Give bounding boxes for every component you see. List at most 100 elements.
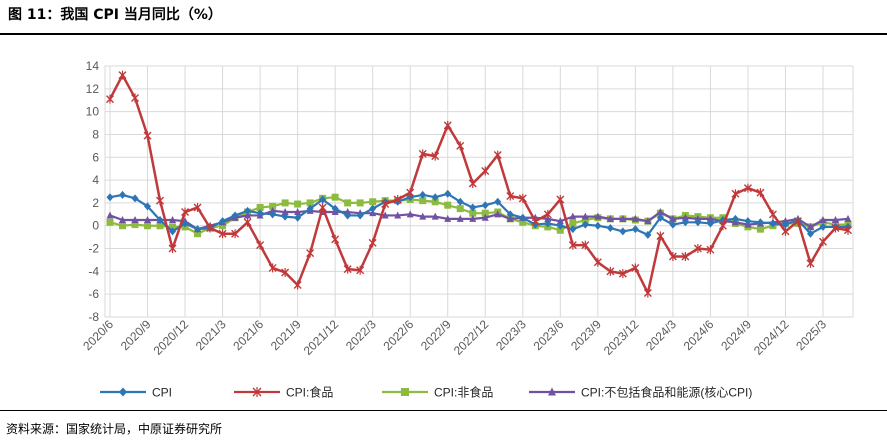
x-tick-label: 2024/3 (643, 317, 679, 353)
x-tick-label: 2020/12 (151, 317, 192, 358)
data-point (548, 387, 556, 396)
data-point (631, 225, 639, 234)
plot-border (104, 65, 854, 318)
data-point (781, 220, 789, 229)
data-point (594, 212, 602, 220)
data-point (131, 194, 139, 203)
data-point (131, 216, 139, 224)
data-point (118, 70, 127, 80)
data-point (656, 213, 664, 222)
data-point (644, 217, 652, 225)
data-point (569, 212, 577, 220)
data-point (619, 214, 627, 222)
data-point (252, 387, 262, 397)
data-point (368, 238, 377, 248)
data-point (568, 240, 577, 250)
data-point (431, 151, 440, 161)
data-point (631, 214, 639, 222)
data-point (519, 213, 527, 222)
data-point (643, 288, 652, 298)
data-point (356, 265, 365, 275)
data-point (194, 225, 202, 234)
data-point (294, 200, 302, 208)
data-point (481, 166, 490, 176)
data-point (381, 199, 390, 209)
data-point (401, 388, 409, 396)
data-point (156, 216, 164, 225)
data-point (519, 218, 527, 226)
data-point (319, 195, 327, 204)
data-point (518, 193, 527, 203)
data-point (456, 205, 464, 213)
data-point (369, 204, 377, 213)
figure-title: 图 11：我国 CPI 当月同比（%） (8, 7, 222, 23)
y-tick-label: 10 (86, 105, 100, 119)
data-point (281, 208, 289, 216)
x-tick-label: 2021/6 (230, 317, 266, 353)
data-point (394, 211, 402, 219)
x-tick-label: 2022/12 (451, 317, 492, 358)
data-point (544, 219, 552, 228)
data-point (593, 257, 602, 267)
data-point (569, 219, 577, 227)
data-point (606, 266, 615, 276)
data-point (331, 204, 339, 213)
data-point (143, 131, 152, 141)
data-point (269, 210, 277, 219)
data-point (681, 218, 689, 227)
data-point (306, 199, 314, 207)
data-point (844, 225, 852, 235)
data-point (469, 214, 477, 222)
data-point (181, 219, 189, 228)
x-tick-label: 2024/9 (718, 317, 754, 353)
data-point (256, 240, 265, 250)
x-tick-label: 2022/3 (343, 317, 379, 353)
data-point (706, 219, 714, 228)
data-point (393, 194, 402, 204)
data-point (131, 93, 140, 103)
data-point (106, 193, 114, 202)
data-point (556, 194, 565, 204)
x-tick-label: 2024/12 (751, 317, 792, 358)
data-point (369, 209, 377, 217)
data-point (756, 218, 764, 227)
x-tick-label: 2022/9 (418, 317, 454, 353)
y-tick-label: 4 (92, 173, 99, 187)
data-point (494, 210, 502, 218)
data-point (193, 202, 202, 212)
y-tick-label: 14 (86, 59, 100, 73)
data-point (119, 190, 127, 199)
y-tick-label: -2 (88, 242, 99, 256)
data-point (243, 217, 252, 227)
data-point (806, 229, 814, 238)
data-point (306, 204, 314, 213)
data-point (294, 208, 302, 216)
data-point (481, 209, 489, 217)
data-point (581, 220, 589, 229)
data-point (156, 196, 165, 206)
data-point (306, 248, 315, 258)
data-point (244, 211, 252, 219)
data-point (419, 212, 427, 220)
data-point (669, 220, 677, 229)
data-point (144, 202, 152, 211)
data-point (693, 244, 702, 254)
data-point (219, 217, 227, 226)
data-point (106, 94, 114, 104)
data-point (731, 189, 740, 199)
data-point (281, 212, 289, 221)
data-point (831, 216, 839, 224)
data-point (793, 216, 802, 226)
data-point (106, 211, 114, 219)
x-tick-label: 2023/3 (493, 317, 529, 353)
data-point (206, 223, 215, 233)
data-point (656, 231, 665, 241)
data-point (244, 206, 252, 215)
data-point (331, 193, 339, 201)
data-point (343, 264, 352, 274)
data-point (119, 387, 127, 397)
data-point (744, 217, 752, 226)
data-point (668, 252, 677, 262)
